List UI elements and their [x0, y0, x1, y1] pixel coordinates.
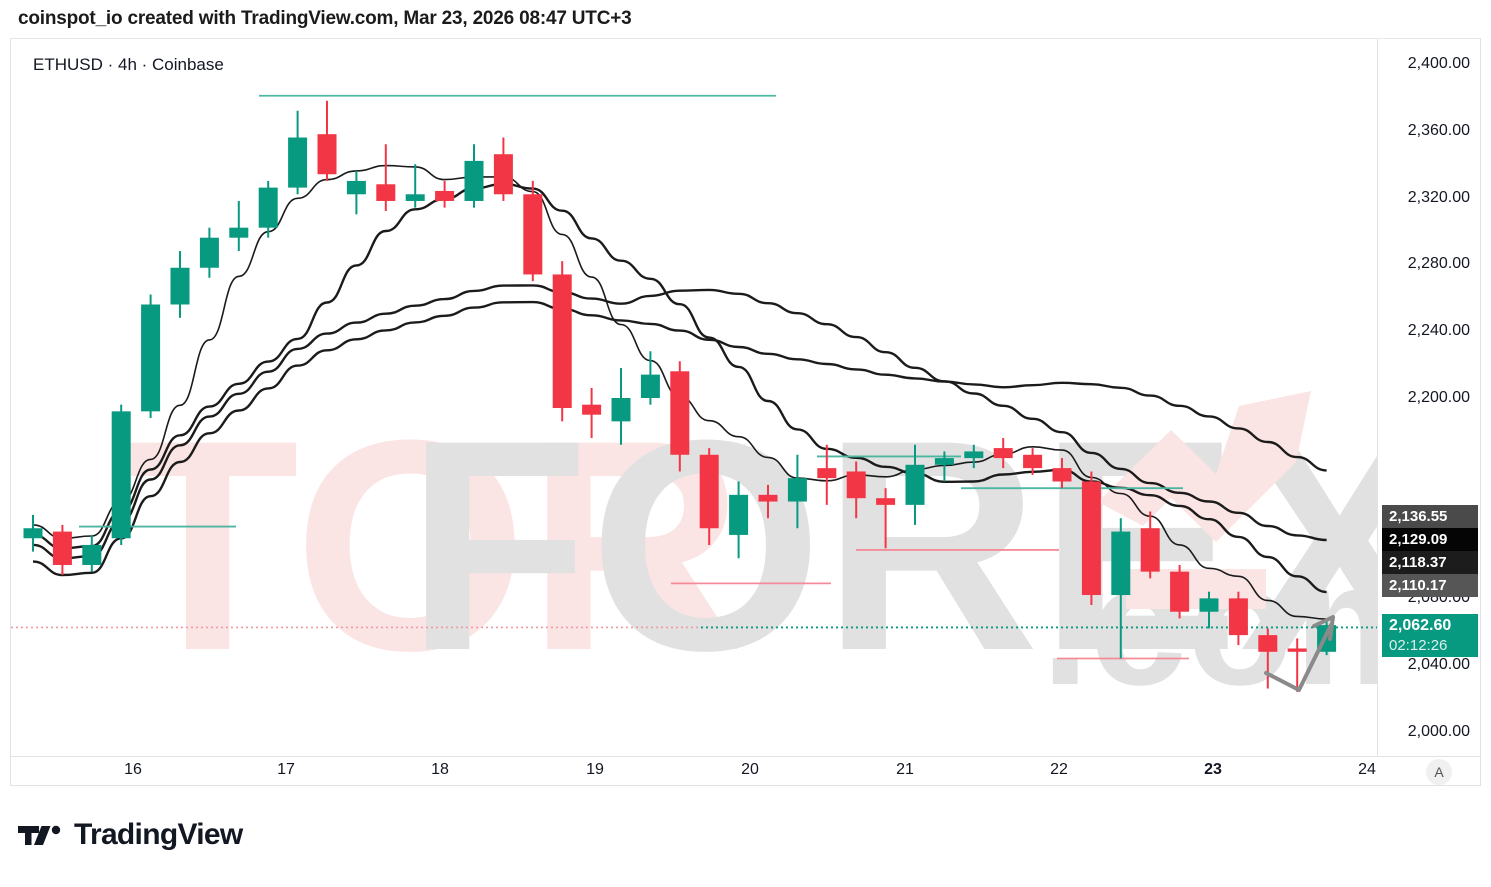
- countdown-timer: 02:12:26: [1389, 637, 1448, 655]
- time-tick: 21: [896, 761, 914, 778]
- candle-body: [758, 494, 778, 502]
- candle-body: [1081, 481, 1101, 596]
- price-axis[interactable]: 2,400.00 2,360.00 2,320.00 2,280.00 2,240.00…: [1377, 39, 1480, 757]
- time-tick: 22: [1050, 761, 1068, 778]
- time-axis[interactable]: A 16 17 18 19 20 21 22 23 24: [11, 756, 1480, 785]
- ma-price-badge: 2,136.55: [1382, 505, 1478, 528]
- candle-body: [376, 184, 396, 201]
- candle-body: [787, 478, 807, 502]
- price-tick: 2,040.00: [1407, 656, 1470, 674]
- ma-price-badge: 2,110.17: [1382, 574, 1478, 597]
- time-tick: 17: [277, 761, 295, 778]
- candle-body: [846, 471, 866, 499]
- candle-body: [405, 194, 425, 201]
- up-projection-arrow-head-icon: [1312, 615, 1335, 641]
- last-price-badge[interactable]: 2,062.60 02:12:26: [1382, 614, 1478, 658]
- price-tick: 2,280.00: [1407, 255, 1470, 273]
- price-tick: 2,320.00: [1407, 188, 1470, 206]
- candle-body: [23, 528, 43, 539]
- candle-body: [699, 454, 719, 529]
- candle-body: [552, 274, 572, 409]
- candle-body: [934, 458, 954, 465]
- moving-average-line: [32, 182, 1327, 594]
- price-tick: 2,400.00: [1407, 55, 1470, 73]
- moving-average-line: [32, 284, 1327, 560]
- chart-panel[interactable]: ETHUSD · 4h · Coinbase TOR FOREX .com 2,…: [10, 38, 1481, 786]
- up-projection-arrow-icon: [1264, 623, 1333, 692]
- time-tick: 23: [1204, 761, 1222, 778]
- candle-body: [1140, 528, 1160, 572]
- time-tick: 18: [431, 761, 449, 778]
- time-tick: 19: [586, 761, 604, 778]
- candle-body: [52, 531, 72, 565]
- moving-average-line: [32, 300, 1327, 577]
- candle-body: [993, 448, 1013, 459]
- ma-price-badge: 2,118.37: [1382, 551, 1478, 574]
- plot-area[interactable]: [11, 39, 1379, 757]
- autoscale-button[interactable]: A: [1426, 759, 1452, 785]
- candle-body: [876, 498, 896, 505]
- price-tick: 2,200.00: [1407, 389, 1470, 406]
- candle-body: [111, 411, 131, 539]
- candle-body: [288, 137, 308, 188]
- candle-body: [964, 451, 984, 459]
- candle-body: [170, 267, 190, 305]
- candle-body: [523, 194, 543, 275]
- candle-body: [435, 190, 455, 201]
- candle-body: [1258, 635, 1278, 652]
- candle-body: [1023, 454, 1043, 469]
- last-price-value: 2,062.60: [1389, 617, 1452, 635]
- candle-body: [1052, 468, 1072, 482]
- time-tick: 20: [741, 761, 759, 778]
- candle-body: [82, 544, 102, 565]
- candle-body: [1111, 531, 1131, 596]
- candle-body: [317, 134, 337, 175]
- price-tick: 2,360.00: [1407, 121, 1470, 139]
- candle-body: [346, 180, 366, 195]
- tradingview-logo-text: TradingView: [74, 818, 243, 851]
- candle-body: [493, 154, 513, 195]
- candle-body: [1287, 648, 1307, 652]
- candle-body: [729, 494, 749, 535]
- candle-body: [464, 160, 484, 201]
- candle-body: [582, 404, 602, 415]
- candle-body: [199, 237, 219, 268]
- candle-body: [640, 374, 660, 398]
- ma-price-badge: 2,129.09: [1382, 528, 1478, 551]
- candle-body: [141, 304, 161, 412]
- price-tick: 2,000.00: [1407, 722, 1470, 740]
- candle-body: [670, 371, 690, 455]
- candle-body: [229, 227, 249, 238]
- candle-body: [1170, 571, 1190, 612]
- symbol-legend[interactable]: ETHUSD · 4h · Coinbase: [33, 55, 224, 74]
- price-tick: 2,240.00: [1407, 322, 1470, 340]
- tradingview-logo[interactable]: TradingView: [18, 818, 243, 852]
- candle-body: [1228, 598, 1248, 636]
- candle-body: [1199, 598, 1219, 612]
- tradingview-logo-icon: [18, 825, 61, 845]
- candle-body: [258, 187, 278, 228]
- candle-body: [817, 468, 837, 479]
- time-tick: 16: [124, 761, 142, 778]
- candle-body: [611, 398, 631, 422]
- attribution-text: coinspot_io created with TradingView.com…: [18, 8, 632, 29]
- candle-body: [905, 464, 925, 505]
- candlestick-chart[interactable]: [11, 39, 1379, 757]
- time-tick: 24: [1358, 761, 1376, 778]
